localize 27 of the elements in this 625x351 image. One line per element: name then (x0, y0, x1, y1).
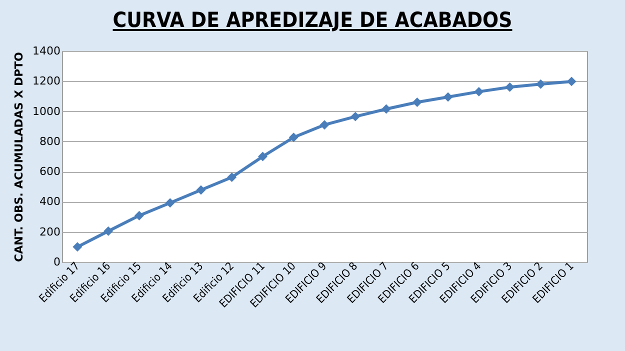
point (104, 226, 114, 236)
point (320, 120, 330, 130)
y-tick-label: 1200 (32, 74, 60, 88)
point (72, 242, 82, 252)
point (474, 86, 484, 96)
y-axis-title: CANT. OBS. ACUMULADAS X DPTO (12, 52, 26, 262)
y-tick-label: 1400 (32, 44, 60, 58)
chart-title: CURVA DE APREDIZAJE DE ACABADOS (112, 8, 512, 32)
point (566, 76, 576, 86)
y-tick-label: 200 (40, 225, 60, 238)
point (258, 152, 268, 162)
point (382, 104, 392, 114)
point (505, 82, 515, 92)
point (350, 112, 360, 122)
point (227, 172, 237, 182)
point (196, 185, 206, 195)
y-tick-label: 600 (40, 165, 60, 178)
point (134, 210, 144, 220)
point (536, 79, 546, 89)
y-tick-label: 0 (54, 256, 60, 268)
y-tick-label: 1000 (32, 104, 60, 118)
point (288, 132, 298, 142)
point (412, 98, 422, 107)
point (443, 92, 453, 102)
y-tick-label: 400 (40, 195, 60, 208)
point (165, 198, 175, 208)
y-tick-label: 800 (40, 134, 60, 148)
